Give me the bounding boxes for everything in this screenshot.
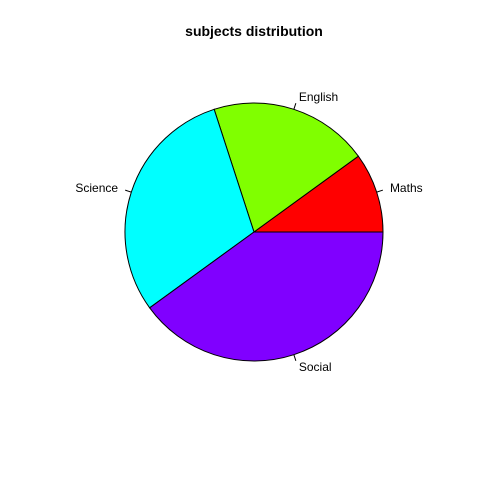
- chart-title: subjects distribution: [185, 23, 323, 39]
- slice-label-english: English: [299, 90, 338, 104]
- pie-slice-science: [124, 108, 255, 309]
- pie-slice-social: [148, 231, 384, 362]
- leader-line-social: [293, 354, 297, 361]
- leader-lines: [125, 103, 383, 361]
- leader-line-maths: [376, 189, 383, 193]
- slice-labels: Maths English Science Social: [75, 90, 422, 374]
- pie-slices: [124, 102, 384, 362]
- slice-label-social: Social: [299, 360, 332, 374]
- slice-label-science: Science: [75, 181, 118, 195]
- slice-label-maths: Maths: [390, 181, 423, 195]
- leader-line-science: [125, 189, 132, 193]
- pie-slice-maths: [252, 155, 384, 233]
- leader-line-english: [293, 103, 297, 110]
- pie-slice-english: [213, 102, 360, 233]
